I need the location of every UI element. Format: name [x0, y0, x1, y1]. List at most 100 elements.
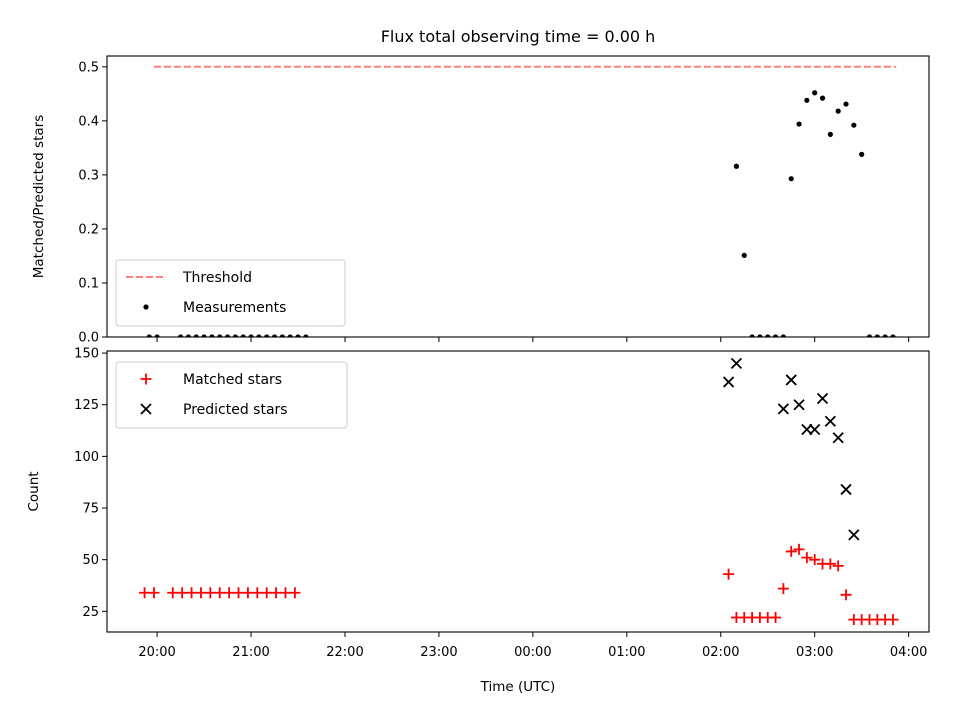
- matched-stars-point: [242, 587, 254, 599]
- matched-stars-point: [770, 612, 782, 624]
- measurements-point: [177, 334, 184, 337]
- measurements-point: [240, 334, 246, 337]
- measurements-point: [217, 334, 223, 337]
- matched-stars-point: [832, 560, 844, 572]
- top-plot-frame: [106, 55, 930, 338]
- measurements-point: [271, 334, 278, 337]
- x-tick-label: 03:00: [796, 645, 833, 660]
- measurements-point: [224, 334, 231, 337]
- matched-stars-point: [204, 587, 216, 599]
- bottom-y-tick-label: 50: [82, 553, 99, 568]
- measurements-point: [733, 163, 740, 169]
- bottom-y-tick-label: 100: [74, 450, 99, 465]
- measurements-point: [741, 252, 747, 259]
- matched-stars-point: [214, 587, 226, 599]
- top-y-tick-label: 0.5: [78, 60, 99, 75]
- matched-stars-point: [176, 587, 188, 599]
- measurements-point: [882, 334, 888, 337]
- matched-stars-point: [233, 587, 245, 599]
- x-tick-label: 20:00: [138, 645, 175, 660]
- measurements-point: [287, 334, 293, 337]
- measurements-point: [295, 334, 301, 337]
- x-tick-label: 23:00: [420, 645, 457, 660]
- matched-stars-point: [251, 587, 263, 599]
- top-y-tick-label: 0.0: [78, 331, 99, 346]
- legend-measurements-swatch: [143, 304, 149, 310]
- matched-stars-point: [139, 587, 151, 599]
- bottom-y-tick-label: 25: [82, 605, 99, 620]
- top-plot-area: [146, 65, 897, 337]
- legend-predicted-stars-swatch: [140, 403, 152, 415]
- predicted-stars-point: [816, 392, 829, 405]
- measurements-point: [796, 121, 802, 127]
- top-y-tick-label: 0.3: [78, 168, 99, 183]
- matched-stars-point: [195, 587, 207, 599]
- measurements-point: [843, 101, 849, 107]
- matched-stars-point: [289, 587, 301, 599]
- predicted-stars-point: [848, 529, 860, 541]
- measurements-point: [859, 151, 865, 157]
- legend-matched-stars-label: Matched stars: [183, 372, 282, 388]
- top-y-tick-label: 0.1: [78, 276, 99, 291]
- x-tick-label: 04:00: [890, 645, 927, 660]
- legend-matched-stars-swatch: [140, 373, 152, 385]
- matched-stars-point: [279, 587, 291, 599]
- measurements-point: [874, 334, 880, 337]
- predicted-stars-point: [730, 357, 743, 370]
- matched-stars-point: [723, 568, 735, 580]
- measurements-point: [772, 334, 779, 337]
- x-tick-label: 02:00: [702, 645, 739, 660]
- predicted-stars-point: [824, 415, 836, 427]
- measurements-point: [264, 334, 270, 337]
- top-y-axis-label: Matched/Predicted stars: [31, 115, 47, 278]
- measurements-point: [279, 334, 285, 337]
- matched-stars-point: [793, 543, 805, 555]
- measurements-point: [749, 334, 755, 337]
- bottom-y-tick-label: 125: [74, 398, 99, 413]
- measurements-point: [788, 176, 794, 182]
- measurements-point: [827, 131, 833, 137]
- measurements-point: [209, 334, 215, 337]
- measurements-point: [185, 334, 192, 337]
- top-legend: [115, 259, 346, 327]
- measurements-point: [866, 334, 873, 337]
- bottom-legend: [115, 361, 348, 429]
- measurements-point: [146, 334, 152, 337]
- x-tick-label: 22:00: [326, 645, 363, 660]
- measurements-point: [193, 334, 199, 337]
- measurements-point: [154, 334, 160, 337]
- measurements-point: [256, 334, 262, 337]
- x-tick-label: 01:00: [608, 645, 645, 660]
- matched-stars-point: [840, 589, 852, 601]
- measurements-point: [232, 334, 238, 337]
- measurements-point: [804, 97, 810, 103]
- legend-threshold-label: Threshold: [182, 270, 252, 286]
- bottom-plot-frame: [106, 350, 930, 633]
- predicted-stars-point: [840, 483, 852, 496]
- matched-stars-point: [809, 554, 821, 566]
- predicted-stars-point: [793, 399, 805, 411]
- legend-predicted-stars-label: Predicted stars: [183, 402, 288, 418]
- measurements-point: [757, 334, 763, 337]
- predicted-stars-point: [777, 403, 790, 415]
- top-y-tick-label: 0.2: [78, 222, 99, 237]
- chart-title: Flux total observing time = 0.00 h: [381, 27, 656, 46]
- measurements-point: [303, 334, 309, 337]
- predicted-stars-point: [785, 374, 797, 386]
- matched-stars-point: [167, 587, 179, 599]
- measurements-point: [819, 95, 826, 101]
- bottom-panel: 25 50 75 100 125 150 20:00 21:00 22:00 23:00 00:00…: [26, 347, 930, 660]
- measurements-point: [851, 122, 857, 128]
- matched-stars-point: [824, 558, 836, 570]
- x-tick-label: 00:00: [514, 645, 551, 660]
- measurements-point: [780, 334, 786, 337]
- x-axis-label: Time (UTC): [480, 679, 556, 695]
- matched-stars-point: [270, 587, 282, 599]
- bottom-y-tick-label: 75: [82, 502, 99, 517]
- top-panel: 0.0 0.1 0.2 0.3 0.4 0.5 Matched/Predicted star…: [31, 55, 930, 346]
- legend-measurements-label: Measurements: [183, 300, 286, 316]
- measurements-point: [248, 334, 254, 337]
- measurements-point: [765, 334, 771, 337]
- matched-stars-point: [777, 583, 789, 595]
